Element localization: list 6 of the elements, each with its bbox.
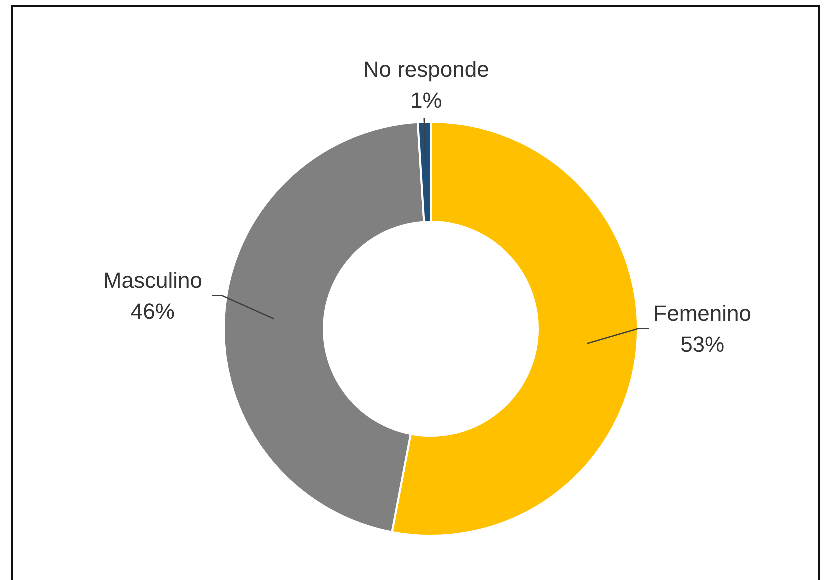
data-label: 46% [130, 299, 175, 324]
slice-label: Femenino [654, 300, 752, 326]
data-label: 53% [680, 332, 725, 357]
slice-label: Masculino [103, 268, 202, 294]
data-label: 1% [410, 88, 442, 114]
slice-label: No responde [363, 57, 490, 82]
